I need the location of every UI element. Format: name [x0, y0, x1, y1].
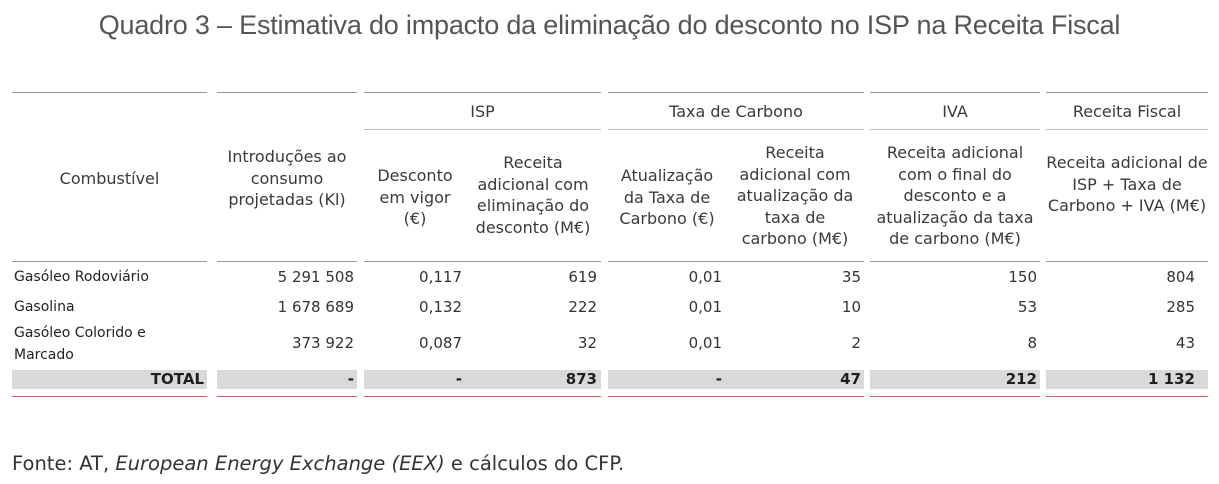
bottom-rule — [364, 396, 601, 397]
header-introducoes: Introduções ao consumo projetadas (Kl) — [227, 147, 347, 209]
table-cell: 0,01 — [688, 298, 722, 316]
top-rule-combustivel — [12, 92, 207, 93]
header-rule-combustivel — [12, 261, 207, 262]
header-receita-total: Receita adicional de ISP + Taxa de Carbo… — [1046, 153, 1208, 215]
table-cell: 0,01 — [688, 334, 722, 352]
header-receita-iva: Receita adicional com o final do descont… — [876, 143, 1034, 248]
header-rule-isp — [364, 261, 601, 262]
group-rule-isp — [364, 129, 601, 130]
table-cell: 1 678 689 — [277, 298, 354, 316]
table-cell: 0,01 — [688, 268, 722, 286]
header-rule-introducoes — [217, 261, 357, 262]
total-cell: 1 132 — [1148, 370, 1195, 388]
source-italic: European Energy Exchange (EEX) — [115, 452, 445, 475]
header-receita-isp: Receita adicional com eliminação do desc… — [475, 153, 591, 237]
source-note: Fonte: AT, European Energy Exchange (EEX… — [12, 452, 624, 475]
table-cell: 373 922 — [291, 334, 354, 352]
header-atualizacao: Atualização da Taxa de Carbono (€) — [619, 166, 715, 228]
total-cell: 47 — [840, 370, 861, 388]
table-cell: 804 — [1166, 268, 1195, 286]
table-cell: 53 — [1017, 298, 1037, 316]
top-rule-receita — [1046, 92, 1208, 93]
header-combustivel: Combustível — [59, 169, 160, 188]
table-cell: 35 — [841, 268, 861, 286]
header-receita-carbono: Receita adicional com atualização da tax… — [736, 143, 854, 248]
table-row-label: Gasóleo Colorido e Marcado — [14, 325, 146, 363]
table-cell: 10 — [841, 298, 861, 316]
group-carbono: Taxa de Carbono — [669, 102, 803, 121]
group-receita: Receita Fiscal — [1072, 102, 1182, 121]
table-row-label: Gasóleo Rodoviário — [14, 269, 149, 285]
bottom-rule — [217, 396, 357, 397]
total-bg — [12, 370, 207, 389]
top-rule-iva — [870, 92, 1040, 93]
total-cell: - — [455, 370, 462, 388]
total-bg — [1046, 370, 1208, 389]
table-cell: 8 — [1027, 334, 1037, 352]
total-bg — [217, 370, 357, 389]
total-cell: - — [347, 370, 354, 388]
group-iva: IVA — [942, 102, 968, 121]
table-cell: 285 — [1166, 298, 1195, 316]
header-rule-iva — [870, 261, 1040, 262]
group-rule-receita — [1046, 129, 1208, 130]
total-cell: - — [715, 370, 722, 388]
group-rule-iva — [870, 129, 1040, 130]
bottom-rule — [608, 396, 864, 397]
header-rule-carbono — [608, 261, 864, 262]
bottom-rule — [870, 396, 1040, 397]
total-label: TOTAL — [150, 370, 204, 388]
bottom-rule — [1046, 396, 1208, 397]
top-rule-introducoes — [217, 92, 357, 93]
total-cell: 873 — [565, 370, 597, 388]
table-cell: 5 291 508 — [277, 268, 354, 286]
table-cell: 150 — [1008, 268, 1037, 286]
total-bg — [364, 370, 601, 389]
table-cell: 0,087 — [419, 334, 462, 352]
group-rule-carbono — [608, 129, 864, 130]
top-rule-carbono — [608, 92, 864, 93]
table-cell: 222 — [568, 298, 597, 316]
total-bg — [608, 370, 864, 389]
header-desconto: Desconto em vigor (€) — [377, 166, 453, 228]
table-cell: 32 — [577, 334, 597, 352]
table-title: Quadro 3 – Estimativa do impacto da elim… — [98, 10, 1121, 40]
group-isp: ISP — [470, 102, 495, 121]
table-cell: 2 — [851, 334, 861, 352]
top-rule-isp — [364, 92, 601, 93]
table-row-label: Gasolina — [14, 299, 75, 315]
table-cell: 0,117 — [419, 268, 462, 286]
source-prefix: Fonte: AT, — [12, 452, 116, 475]
header-rule-receita — [1046, 261, 1208, 262]
table-cell: 0,132 — [419, 298, 462, 316]
table-cell: 43 — [1175, 334, 1195, 352]
bottom-rule — [12, 396, 207, 397]
table-cell: 619 — [568, 268, 597, 286]
total-bg — [870, 370, 1040, 389]
source-suffix: e cálculos do CFP. — [444, 452, 625, 475]
total-cell: 212 — [1005, 370, 1037, 388]
